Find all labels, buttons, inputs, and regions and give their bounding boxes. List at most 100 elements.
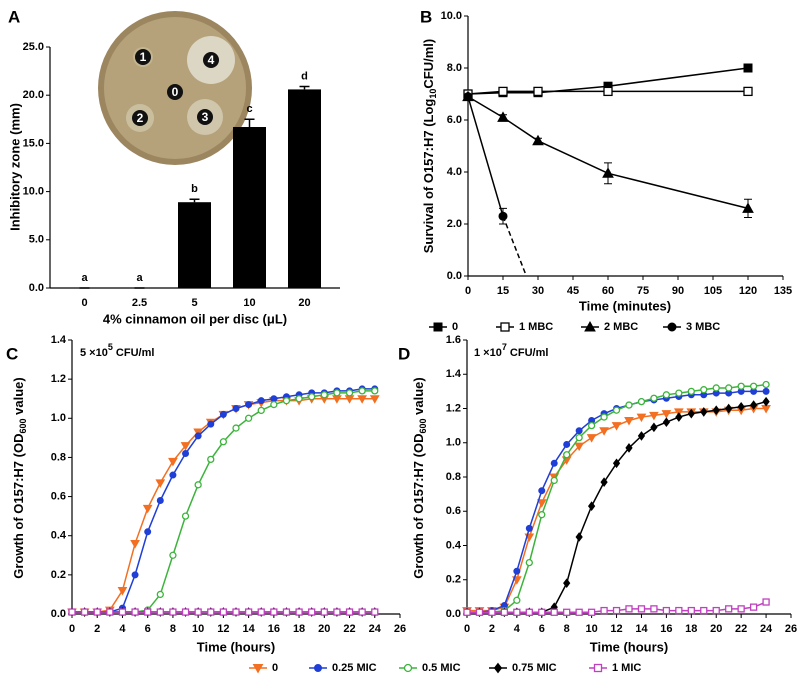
marker [625, 443, 633, 453]
y-tick-label: 0.0 [447, 270, 462, 282]
y-tick-label: 0.8 [51, 451, 66, 463]
y-tick-label: 2.0 [447, 218, 462, 230]
panel-letter: D [398, 344, 410, 363]
marker [749, 400, 758, 410]
marker [574, 442, 585, 452]
marker [667, 322, 677, 332]
marker [700, 606, 708, 615]
marker [662, 391, 671, 399]
y-tick-label: 0.6 [446, 505, 461, 517]
disc-label: 3 [202, 110, 209, 124]
marker [142, 504, 153, 514]
marker [600, 413, 608, 421]
x-tick-label: 30 [532, 285, 544, 297]
x-tick-label: 14 [242, 623, 255, 635]
y-tick-label: 10.0 [23, 186, 44, 198]
marker [295, 608, 303, 616]
y-axis-title-part: CFU/ml) [421, 39, 436, 89]
marker [194, 608, 202, 616]
x-tick-label: 18 [685, 623, 697, 635]
x-tick-label: 24 [369, 623, 382, 635]
marker [624, 416, 634, 426]
marker [68, 608, 76, 616]
marker [244, 414, 253, 422]
marker [742, 202, 754, 213]
annotation-part: 7 [502, 342, 507, 352]
y-tick-label: 0.2 [446, 574, 461, 586]
marker [320, 608, 328, 616]
marker [600, 477, 608, 487]
legend-label: 1 MIC [612, 662, 641, 674]
x-tick-label: 16 [268, 623, 280, 635]
x-tick-label: 15 [497, 285, 509, 297]
marker [712, 405, 720, 416]
x-tick-label: 135 [774, 285, 792, 297]
marker [532, 134, 544, 146]
marker [612, 606, 621, 615]
marker [155, 479, 166, 488]
marker [533, 86, 543, 97]
x-tick-label: 8 [170, 623, 176, 635]
y-tick-label: 0.0 [51, 608, 66, 620]
marker [749, 603, 758, 611]
marker [525, 524, 533, 532]
y-tick-label: 1.4 [51, 334, 67, 346]
marker [538, 511, 546, 519]
marker [700, 386, 708, 394]
marker [498, 211, 508, 221]
y-tick-label: 6.0 [447, 114, 462, 126]
x-tick-label: 2 [94, 623, 100, 635]
marker [649, 411, 659, 421]
marker [550, 608, 558, 616]
x-tick-label: 105 [704, 285, 722, 297]
marker [131, 608, 139, 616]
marker [575, 532, 583, 542]
x-tick-label: 10 [585, 623, 597, 635]
x-axis-title: 4% cinnamon oil per disc (μL) [103, 311, 287, 326]
annotation-part: CFU/ml [507, 347, 549, 359]
significance-letter: d [301, 70, 308, 82]
marker [737, 605, 745, 613]
marker [358, 387, 366, 395]
x-tick-label: 20 [298, 297, 310, 309]
marker [257, 406, 265, 415]
marker [169, 471, 177, 479]
x-tick-label: 4 [119, 623, 126, 635]
marker [737, 401, 745, 412]
disc [135, 49, 151, 65]
legend-label: 0 [272, 662, 278, 674]
x-tick-label: 20 [318, 623, 330, 635]
marker [762, 598, 770, 606]
marker [232, 608, 240, 616]
bar [233, 127, 266, 289]
marker [725, 384, 733, 392]
legend-label: 0 [452, 321, 458, 333]
marker [270, 608, 278, 616]
marker [207, 420, 215, 428]
marker [762, 396, 770, 407]
y-tick-label: 0.4 [51, 530, 67, 542]
y-tick-label: 1.4 [446, 368, 462, 380]
x-tick-label: 6 [145, 623, 151, 635]
marker [538, 487, 546, 495]
legend-label: 0.5 MIC [422, 662, 461, 674]
marker [488, 608, 496, 616]
x-tick-label: 24 [760, 623, 773, 635]
x-tick-label: 16 [660, 623, 672, 635]
marker [593, 663, 603, 673]
marker [194, 432, 202, 440]
marker [603, 86, 613, 97]
x-tick-label: 26 [785, 623, 797, 635]
x-tick-label: 75 [637, 285, 649, 297]
series-line [72, 397, 375, 613]
marker [563, 608, 571, 616]
marker [371, 608, 379, 616]
marker [749, 382, 758, 390]
marker [131, 571, 139, 579]
marker [563, 440, 571, 448]
y-tick-label: 0.4 [446, 539, 462, 551]
marker [156, 590, 164, 599]
y-tick-label: 10.0 [441, 10, 462, 22]
marker [625, 605, 633, 613]
x-tick-label: 18 [293, 623, 305, 635]
